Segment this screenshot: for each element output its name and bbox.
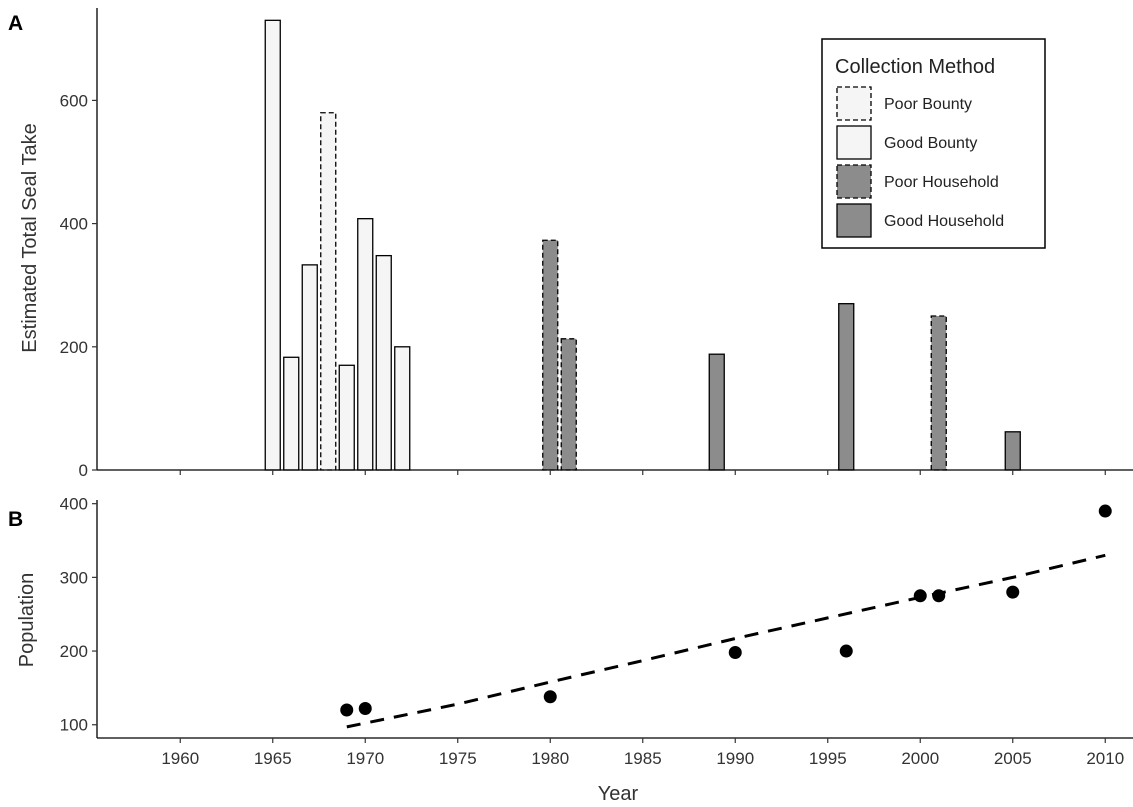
panel-a-bar-chart: 0 200 400 600 Estimated Total Seal Take Col… bbox=[19, 8, 1133, 480]
legend-key-poor-household bbox=[836, 164, 872, 199]
panel-b-y-tick-label: 400 bbox=[60, 495, 88, 514]
bar-1989 bbox=[708, 353, 725, 471]
panel-b-label: B bbox=[8, 508, 23, 531]
bar-1980 bbox=[542, 239, 559, 471]
legend-title: Collection Method bbox=[835, 56, 995, 78]
panel-b-axes: 100 200 300 400 1960 1965 1970 1975 1980 1985 1990… bbox=[60, 495, 1133, 768]
x-tick-label: 1995 bbox=[809, 749, 847, 768]
point-2005 bbox=[1006, 585, 1020, 599]
panel-a-y-tick-label: 200 bbox=[60, 338, 88, 357]
bar-1969 bbox=[338, 364, 355, 471]
point-1969 bbox=[340, 703, 354, 717]
legend-key-good-bounty bbox=[836, 125, 872, 160]
panel-a-y-tick-label: 400 bbox=[60, 215, 88, 234]
legend-label-good-bounty: Good Bounty bbox=[884, 135, 977, 152]
panel-a-label: A bbox=[8, 12, 23, 35]
x-tick-label: 1990 bbox=[716, 749, 754, 768]
panel-b-y-tick-label: 300 bbox=[60, 568, 88, 587]
x-tick-label: 1980 bbox=[531, 749, 569, 768]
panel-b-y-tick-label: 200 bbox=[60, 642, 88, 661]
bar-1996 bbox=[838, 303, 855, 471]
point-2000 bbox=[913, 589, 927, 603]
panel-a-y-tick-label: 0 bbox=[79, 461, 88, 480]
x-tick-label: 2000 bbox=[901, 749, 939, 768]
legend-key-good-household bbox=[836, 203, 872, 238]
legend-label-poor-bounty: Poor Bounty bbox=[884, 96, 972, 113]
panel-a-y-tick-label: 600 bbox=[60, 91, 88, 110]
bar-1981 bbox=[560, 338, 577, 471]
legend-key-poor-bounty bbox=[836, 86, 872, 121]
x-tick-label: 1970 bbox=[346, 749, 384, 768]
bar-1968 bbox=[320, 112, 337, 471]
x-tick-label: 2005 bbox=[994, 749, 1032, 768]
panel-b-y-axis-title: Population bbox=[16, 573, 38, 668]
x-tick-label: 1960 bbox=[161, 749, 199, 768]
point-1970 bbox=[358, 702, 372, 716]
bar-1967 bbox=[301, 264, 318, 471]
legend: Collection Method Poor Bounty Good Bounty… bbox=[821, 38, 1046, 249]
bar-1965 bbox=[264, 19, 281, 471]
point-2010 bbox=[1098, 504, 1112, 518]
point-1996 bbox=[839, 644, 853, 658]
panel-b-y-tick-label: 100 bbox=[60, 716, 88, 735]
bar-2001 bbox=[930, 315, 947, 471]
trend-line bbox=[346, 553, 1106, 729]
panel-a-axes: 0 200 400 600 bbox=[60, 8, 1133, 480]
point-2001 bbox=[932, 589, 946, 603]
panel-b-scatter-chart: 100 200 300 400 1960 1965 1970 1975 1980 1985 1990… bbox=[16, 495, 1133, 805]
bar-1972 bbox=[394, 346, 411, 471]
bar-1970 bbox=[357, 218, 374, 471]
point-1980 bbox=[543, 690, 557, 704]
legend-label-good-household: Good Household bbox=[884, 213, 1004, 230]
bar-1971 bbox=[375, 254, 392, 471]
panel-a-y-axis-title: Estimated Total Seal Take bbox=[19, 123, 41, 352]
x-tick-label: 1985 bbox=[624, 749, 662, 768]
bar-2005 bbox=[1004, 431, 1021, 471]
bar-1966 bbox=[283, 356, 300, 471]
x-tick-label: 2010 bbox=[1086, 749, 1124, 768]
x-tick-label: 1965 bbox=[254, 749, 292, 768]
legend-label-poor-household: Poor Household bbox=[884, 174, 999, 191]
x-axis-title: Year bbox=[598, 783, 639, 805]
population-points bbox=[340, 504, 1112, 717]
x-tick-label: 1975 bbox=[439, 749, 477, 768]
point-1990 bbox=[728, 646, 742, 660]
legend-items: Poor Bounty Good Bounty Poor Household Good… bbox=[836, 86, 1004, 238]
